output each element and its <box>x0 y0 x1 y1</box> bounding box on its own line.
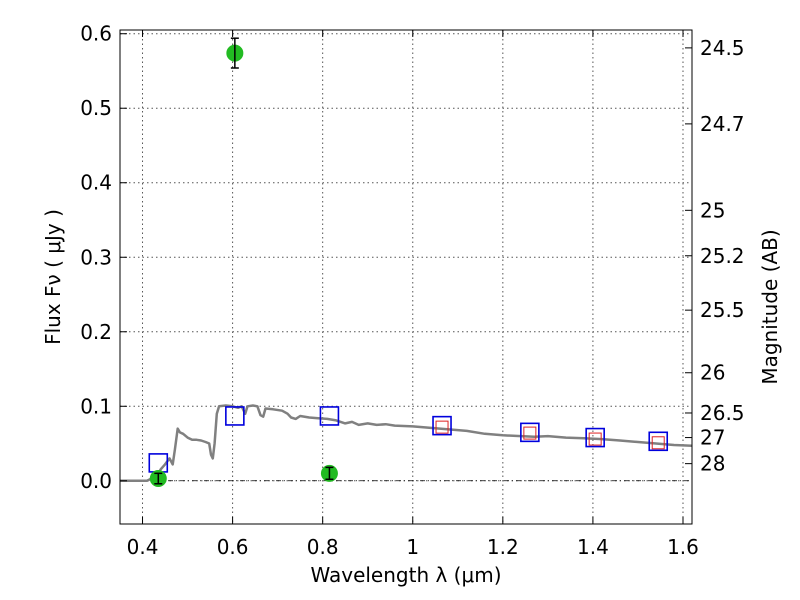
grid-lines <box>120 30 692 524</box>
right-tick-label: 27 <box>700 426 725 450</box>
right-tick-label: 24.7 <box>700 112 745 136</box>
plot-area <box>120 37 692 488</box>
plot-content <box>120 37 692 488</box>
nir-point <box>523 426 537 440</box>
y-tick-label: 0.1 <box>80 394 112 418</box>
right-tick-label: 26 <box>700 361 725 385</box>
y-axis-title: Flux Fν ( μJy ) <box>41 209 65 345</box>
nir-point <box>588 432 602 446</box>
y-tick-label: 0.0 <box>80 469 112 493</box>
model-photometry-point <box>432 415 452 436</box>
right-tick-label: 26.5 <box>700 401 745 425</box>
right-tick-label: 25.2 <box>700 244 745 268</box>
y-axis-left: 0.0 0.1 0.2 0.3 0.4 0.5 0.6 <box>80 22 127 493</box>
y-tick-label: 0.6 <box>80 22 112 46</box>
model-sed-line <box>120 404 692 483</box>
y-tick-label: 0.3 <box>80 245 112 269</box>
y-tick-label: 0.5 <box>80 96 112 120</box>
right-tick-label: 25 <box>700 198 725 222</box>
x-axis-title: Wavelength λ (μm) <box>310 563 501 587</box>
nir-point <box>435 420 449 434</box>
nir-point <box>651 436 665 450</box>
x-axis: 0.4 0.6 0.8 1 1.2 1.4 1.6 <box>127 30 699 559</box>
model-photometry-point <box>520 422 540 443</box>
x-tick-label: 1.4 <box>577 535 609 559</box>
right-tick-label: 25.5 <box>700 298 745 322</box>
right-tick-label: 28 <box>700 452 725 476</box>
x-tick-label: 1 <box>406 535 419 559</box>
model-photometry-point <box>319 406 340 426</box>
right-tick-label: 24.5 <box>700 36 745 60</box>
y-tick-label: 0.4 <box>80 171 112 195</box>
plot-frame <box>119 29 693 525</box>
x-tick-label: 1.2 <box>487 535 519 559</box>
x-tick-label: 0.4 <box>127 535 159 559</box>
model-photometry-point <box>585 427 605 448</box>
model-photometry-point <box>225 406 245 426</box>
right-axis-title: Magnitude (AB) <box>758 229 782 384</box>
model-photometry-point <box>648 431 669 452</box>
x-tick-label: 0.8 <box>307 535 339 559</box>
x-tick-label: 0.6 <box>217 535 249 559</box>
x-tick-label: 1.6 <box>667 535 699 559</box>
y-tick-label: 0.2 <box>80 320 112 344</box>
